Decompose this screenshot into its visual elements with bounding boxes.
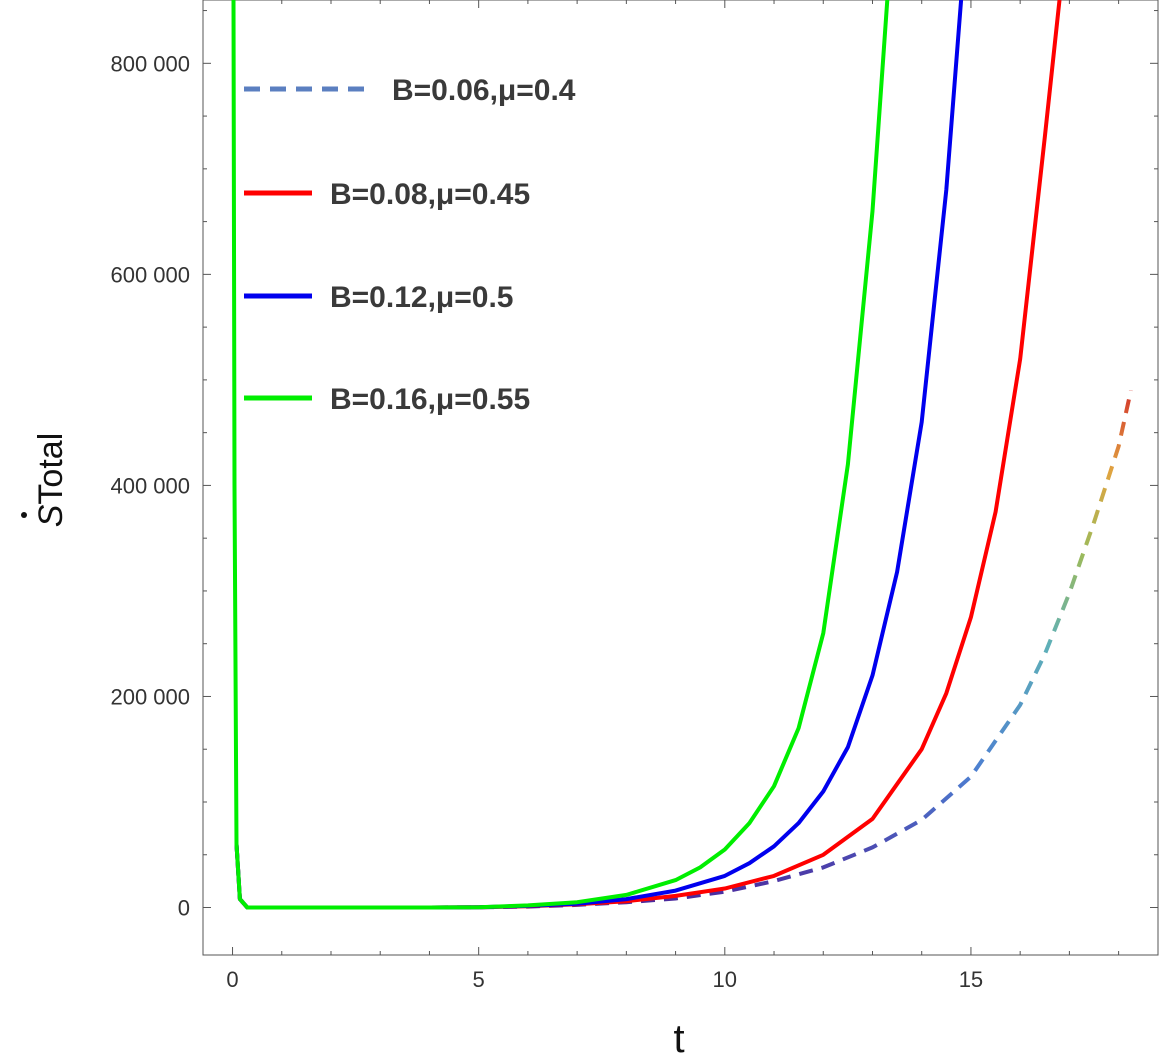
y-axis-title-sub: Total	[32, 433, 70, 505]
y-tick-label: 800 000	[110, 51, 190, 76]
plot-frame	[202, 0, 1159, 956]
y-tick-label: 0	[178, 896, 190, 921]
y-axis-title-dot	[21, 512, 27, 518]
series-line-1	[234, 0, 1062, 910]
series-line-0	[234, 389, 1133, 910]
y-tick-label: 200 000	[110, 684, 190, 709]
x-tick-label: 0	[226, 967, 238, 992]
x-tick-label: 15	[959, 967, 983, 992]
legend-label-0: B=0.06,μ=0.4	[392, 74, 576, 107]
tick-labels: 0 5 10 15 0 200 000 400 000 600 000 800 000	[110, 51, 983, 992]
legend-label-1: B=0.08,μ=0.45	[330, 178, 530, 211]
series-line-2	[234, 0, 964, 910]
legend: B=0.06,μ=0.4 B=0.08,μ=0.45 B=0.12,μ=0.5 B=0…	[244, 74, 576, 416]
y-axis-title-base: S	[32, 504, 70, 527]
legend-label-2: B=0.12,μ=0.5	[330, 281, 514, 314]
y-axis-title: STotal	[21, 433, 70, 528]
series-line-3	[231, 0, 890, 910]
x-tick-label: 5	[473, 967, 485, 992]
series-layer	[231, 0, 1133, 910]
y-tick-label: 400 000	[110, 473, 190, 498]
axis-ticks	[203, 0, 1158, 955]
x-tick-label: 10	[713, 967, 737, 992]
x-axis-title: t	[673, 1017, 684, 1060]
y-tick-label: 600 000	[110, 262, 190, 287]
svg-text:STotal: STotal	[32, 433, 70, 528]
legend-label-3: B=0.16,μ=0.55	[330, 383, 530, 416]
